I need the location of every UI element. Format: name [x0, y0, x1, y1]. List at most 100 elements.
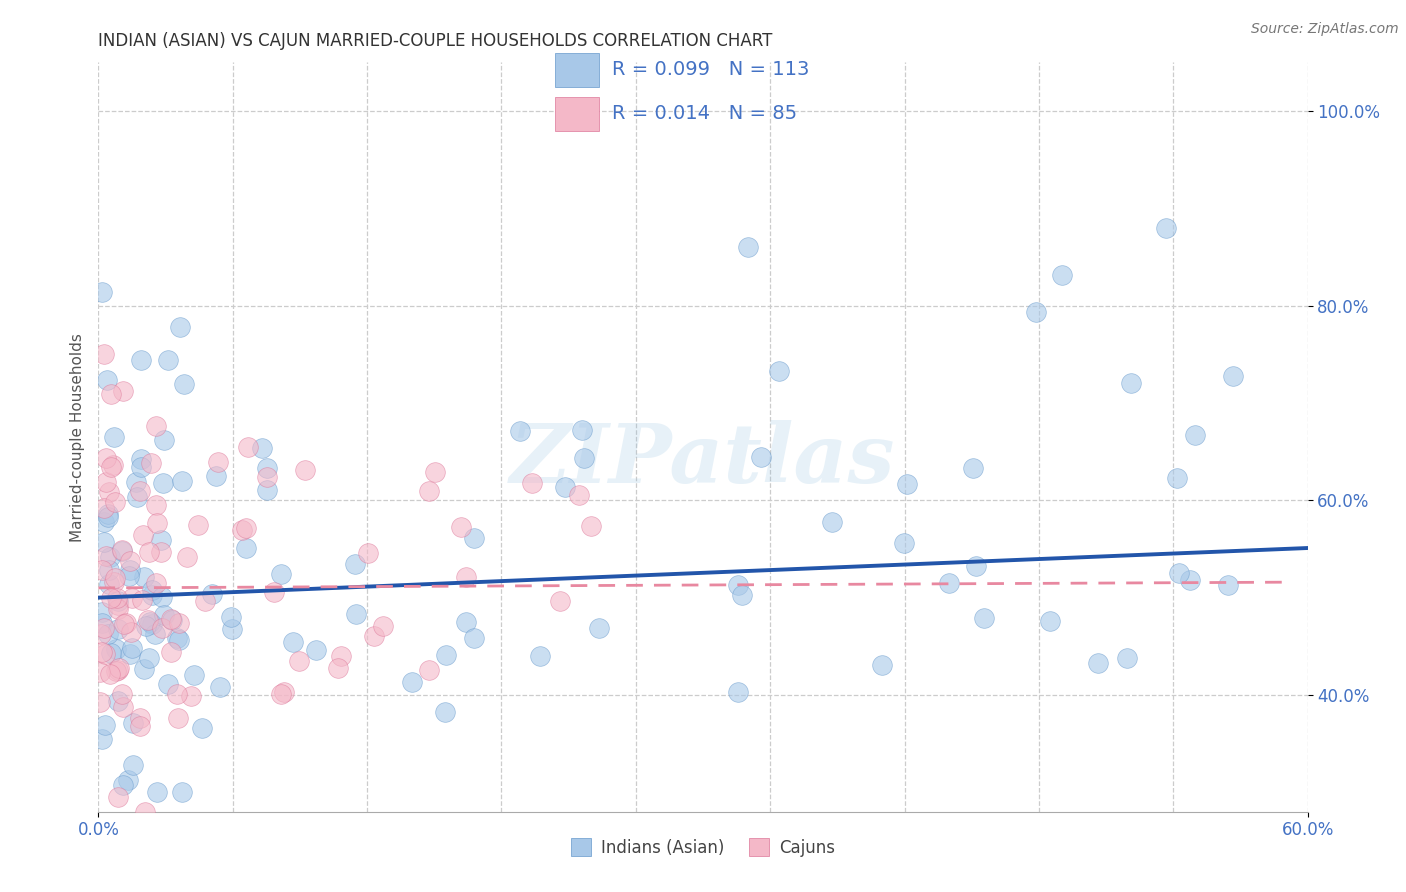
- Point: [571, 424, 593, 438]
- Point: [187, 518, 209, 533]
- Point: [160, 612, 183, 626]
- Point: [145, 516, 167, 530]
- Point: [135, 619, 157, 633]
- Point: [146, 785, 169, 799]
- Point: [152, 476, 174, 491]
- Point: [93, 534, 115, 549]
- Point: [141, 617, 163, 632]
- Point: [107, 622, 129, 636]
- Point: [1154, 220, 1177, 235]
- Point: [160, 645, 183, 659]
- Point: [105, 591, 128, 606]
- Point: [509, 424, 531, 438]
- Point: [281, 635, 304, 649]
- Point: [105, 642, 128, 657]
- Point: [1025, 305, 1047, 319]
- Point: [111, 778, 134, 792]
- Point: [256, 461, 278, 475]
- Point: [157, 676, 180, 690]
- Point: [107, 594, 129, 608]
- Point: [93, 347, 115, 361]
- Point: [94, 647, 117, 661]
- Point: [731, 588, 754, 602]
- Point: [463, 531, 485, 545]
- Point: [236, 440, 259, 454]
- Point: [89, 665, 111, 680]
- Point: [104, 495, 127, 509]
- Point: [150, 621, 173, 635]
- Point: [433, 705, 456, 719]
- Point: [91, 285, 114, 300]
- Point: [231, 523, 253, 537]
- Point: [118, 554, 141, 568]
- Point: [1121, 376, 1143, 390]
- Point: [727, 578, 749, 592]
- Point: [112, 700, 135, 714]
- Point: [101, 458, 124, 473]
- Point: [737, 240, 759, 254]
- Point: [108, 661, 131, 675]
- Point: [893, 536, 915, 550]
- Point: [288, 654, 311, 668]
- Point: [263, 584, 285, 599]
- Point: [572, 451, 595, 466]
- Point: [94, 475, 117, 490]
- Point: [201, 587, 224, 601]
- Point: [401, 674, 423, 689]
- Point: [131, 460, 153, 475]
- Point: [103, 430, 125, 444]
- Point: [344, 607, 367, 621]
- Point: [125, 490, 148, 504]
- Point: [93, 621, 115, 635]
- Point: [749, 450, 772, 465]
- Point: [1167, 566, 1189, 580]
- Point: [1087, 656, 1109, 670]
- Point: [98, 549, 121, 564]
- Point: [191, 721, 214, 735]
- Point: [97, 563, 120, 577]
- Point: [112, 384, 135, 398]
- Text: ZIPatlas: ZIPatlas: [510, 419, 896, 500]
- Point: [97, 509, 120, 524]
- Point: [554, 480, 576, 494]
- Point: [97, 626, 120, 640]
- Point: [107, 790, 129, 805]
- Point: [205, 468, 228, 483]
- Point: [132, 570, 155, 584]
- Point: [91, 605, 114, 619]
- Point: [172, 474, 194, 488]
- Point: [1039, 614, 1062, 628]
- Point: [423, 465, 446, 479]
- Point: [90, 626, 112, 640]
- Point: [104, 664, 127, 678]
- Point: [134, 662, 156, 676]
- Point: [121, 716, 143, 731]
- Point: [145, 576, 167, 591]
- Point: [107, 601, 129, 615]
- Point: [273, 684, 295, 698]
- Point: [129, 719, 152, 733]
- FancyBboxPatch shape: [555, 97, 599, 131]
- Point: [221, 622, 243, 636]
- Point: [91, 732, 114, 747]
- Point: [145, 419, 167, 434]
- Point: [120, 563, 142, 577]
- Point: [91, 563, 114, 577]
- Point: [111, 543, 134, 558]
- Point: [167, 711, 190, 725]
- Point: [169, 616, 191, 631]
- Point: [93, 500, 115, 515]
- Point: [134, 805, 156, 819]
- Point: [1184, 428, 1206, 442]
- Point: [94, 450, 117, 465]
- Point: [93, 516, 115, 530]
- Point: [1050, 268, 1073, 282]
- Point: [965, 559, 987, 574]
- Point: [418, 663, 440, 677]
- Point: [166, 631, 188, 645]
- Point: [125, 475, 148, 489]
- Point: [100, 591, 122, 605]
- Point: [209, 680, 232, 694]
- Point: [89, 695, 111, 709]
- Point: [91, 644, 114, 658]
